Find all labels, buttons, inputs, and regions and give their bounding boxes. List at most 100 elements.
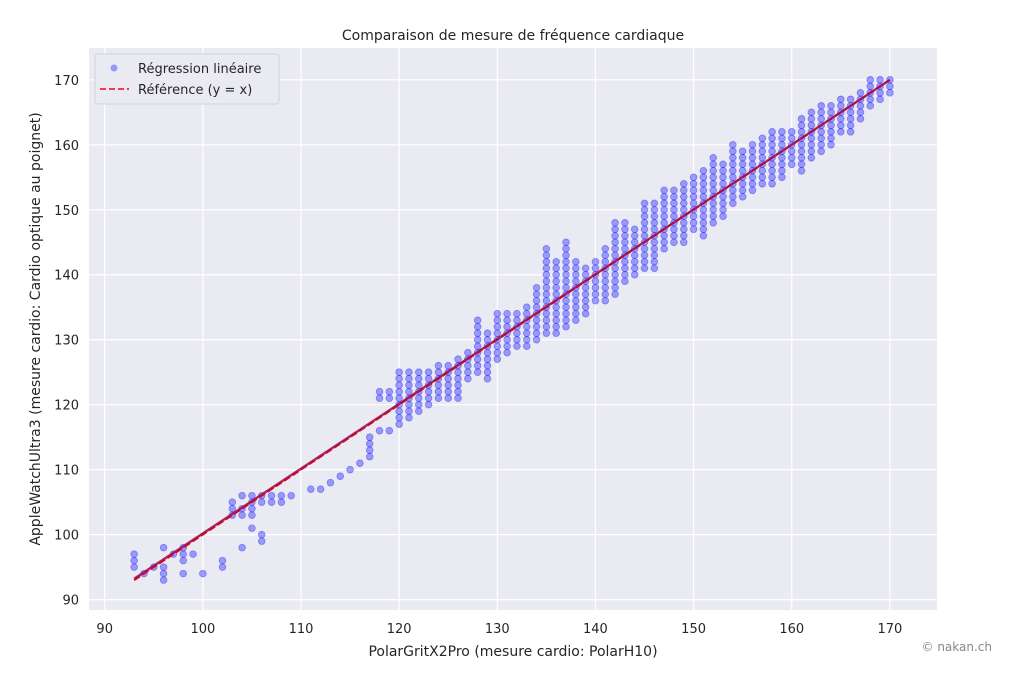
data-point — [601, 257, 610, 266]
data-point — [640, 244, 649, 253]
data-point — [738, 160, 747, 169]
data-point — [621, 218, 629, 227]
data-point — [650, 251, 659, 260]
data-point — [562, 316, 570, 325]
data-point — [699, 192, 708, 201]
data-point — [856, 102, 865, 110]
data-point — [748, 141, 757, 149]
data-point — [768, 173, 776, 182]
data-point — [424, 387, 433, 396]
data-point — [414, 394, 423, 402]
data-point — [356, 459, 364, 467]
data-point — [611, 290, 619, 299]
data-point — [552, 290, 560, 299]
data-point — [640, 251, 649, 260]
data-point — [395, 420, 403, 428]
data-point — [699, 173, 708, 182]
data-point — [827, 102, 835, 110]
data-point — [807, 147, 816, 156]
data-point — [630, 231, 639, 240]
data-point — [817, 128, 825, 136]
data-point — [522, 309, 531, 318]
data-point — [562, 309, 570, 318]
legend: Régression linéaire Référence (y = x) — [94, 53, 280, 105]
data-point — [827, 134, 835, 143]
data-point — [748, 173, 757, 182]
data-point — [552, 309, 560, 318]
lines — [133, 78, 891, 581]
data-point — [454, 355, 462, 364]
data-point — [797, 154, 806, 162]
data-point — [846, 115, 855, 123]
data-point — [660, 205, 668, 214]
data-point — [473, 335, 482, 344]
data-point — [385, 426, 394, 435]
data-point — [159, 543, 168, 552]
data-point — [640, 199, 649, 208]
data-point — [572, 290, 580, 299]
data-point — [640, 264, 649, 273]
data-point — [454, 394, 462, 402]
data-point — [817, 141, 825, 149]
data-point — [670, 192, 678, 201]
data-point — [601, 283, 610, 292]
data-point — [552, 283, 560, 292]
data-point — [679, 231, 688, 240]
data-point — [621, 270, 629, 279]
data-point — [719, 166, 727, 175]
data-point — [738, 154, 747, 162]
data-point — [679, 225, 688, 234]
data-point — [581, 283, 590, 292]
data-point — [179, 569, 188, 578]
data-point — [670, 199, 678, 208]
data-point — [562, 244, 570, 253]
data-point — [738, 192, 747, 201]
data-point — [611, 283, 619, 292]
data-point — [719, 212, 727, 221]
data-point — [699, 212, 708, 221]
data-point — [679, 218, 688, 227]
data-point — [660, 218, 668, 227]
data-point — [277, 491, 286, 500]
data-point — [473, 355, 482, 364]
data-point — [670, 186, 678, 195]
data-point — [159, 563, 168, 571]
data-point — [464, 374, 472, 383]
data-point — [660, 244, 668, 253]
data-point — [562, 283, 570, 292]
data-point — [434, 394, 443, 402]
data-point — [621, 264, 629, 273]
data-point — [542, 322, 551, 331]
data-point — [611, 264, 619, 273]
data-point — [346, 465, 354, 474]
data-point — [611, 277, 619, 286]
data-point — [572, 309, 580, 318]
data-point — [552, 270, 560, 279]
data-point — [866, 95, 875, 104]
data-point — [336, 472, 345, 480]
data-point — [159, 576, 168, 584]
data-point — [414, 368, 423, 377]
data-point — [513, 342, 521, 351]
data-point — [473, 368, 482, 377]
data-point — [837, 121, 845, 130]
data-point — [660, 238, 668, 247]
data-point — [837, 102, 845, 110]
data-point — [768, 134, 776, 143]
data-point — [444, 374, 453, 383]
data-point — [581, 303, 590, 312]
data-point — [729, 186, 737, 195]
data-point — [414, 381, 423, 390]
data-point — [365, 433, 374, 441]
data-point — [503, 322, 511, 331]
data-point — [562, 238, 570, 247]
data-point — [837, 128, 845, 136]
data-point — [542, 296, 551, 305]
data-point — [581, 290, 590, 299]
x-tick-labels: 90 100 110 120 130 140 150 160 170 — [96, 622, 902, 637]
data-point — [866, 76, 875, 84]
data-point — [395, 381, 403, 390]
data-point — [876, 95, 884, 104]
data-point — [552, 264, 560, 273]
data-point — [493, 355, 502, 364]
